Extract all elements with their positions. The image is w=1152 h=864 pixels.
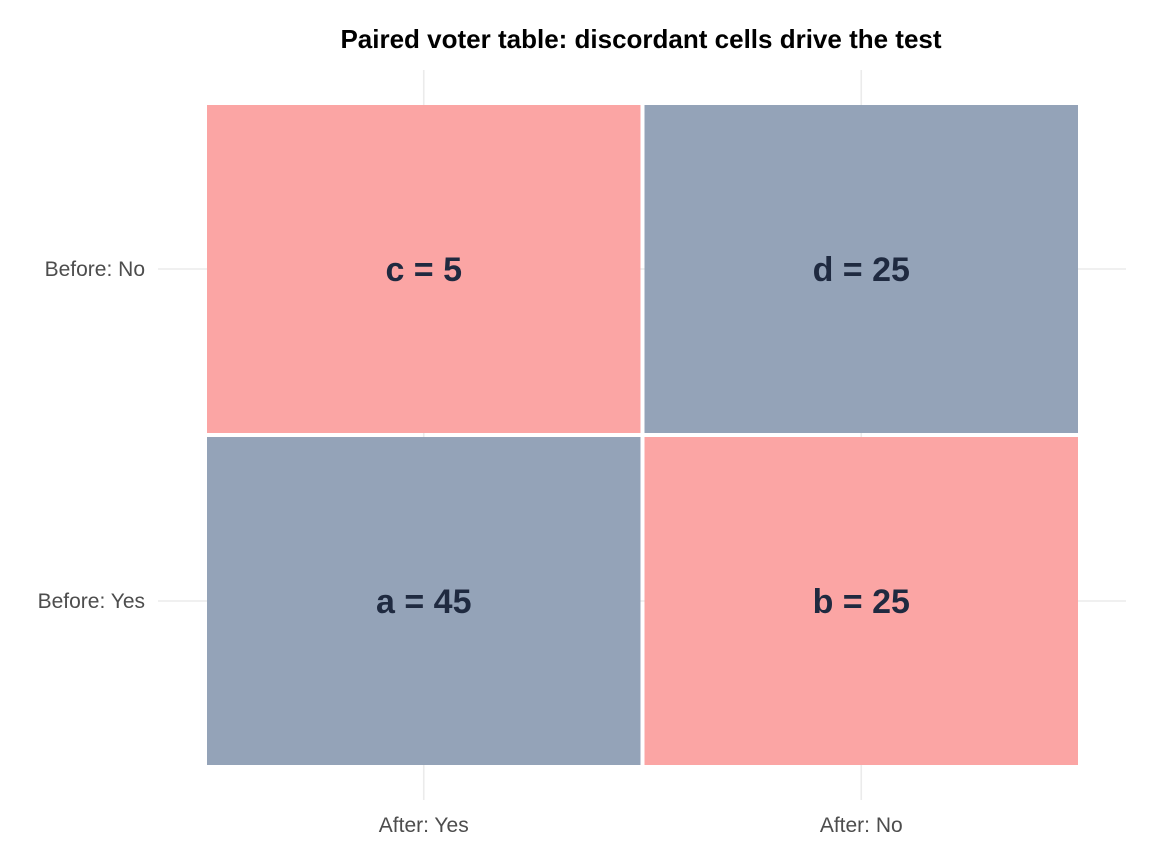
cell-labels: a = 45 b = 25 c = 5 d = 25: [376, 251, 910, 621]
cell-label: b = 25: [813, 583, 910, 621]
x-tick-label: After: No: [820, 814, 903, 837]
x-tick-label: After: Yes: [379, 814, 469, 837]
cell-label: d = 25: [813, 251, 910, 289]
heatmap-cell: [644, 105, 1078, 433]
y-tick-label: Before: Yes: [38, 590, 145, 613]
heatmap-cell: [207, 105, 641, 433]
heatmap-cells: [207, 105, 1078, 765]
y-tick-label: Before: No: [45, 258, 145, 281]
heatmap-cell: [644, 437, 1078, 765]
axis-tick-labels: After: Yes After: No Before: Yes Before: No: [38, 258, 903, 837]
chart-title: Paired voter table: discordant cells dri…: [340, 24, 941, 54]
cell-label: c = 5: [385, 251, 462, 289]
heatmap-cell: [207, 437, 641, 765]
cell-label: a = 45: [376, 583, 471, 621]
